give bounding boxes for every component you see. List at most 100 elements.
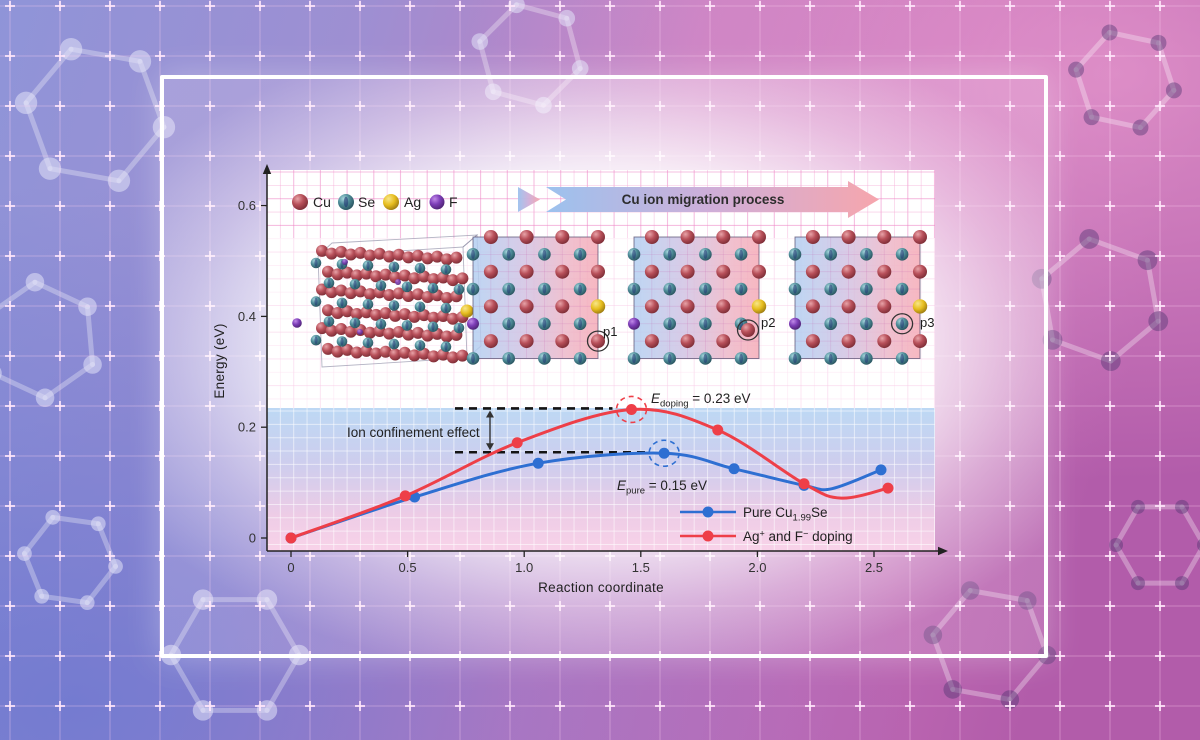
panel-label-p1: p1 [603, 324, 617, 339]
cu-atom [555, 334, 570, 349]
cu-atom [716, 264, 731, 279]
cu-atom [680, 334, 695, 349]
ag-atom [590, 299, 606, 314]
data-point [712, 424, 724, 436]
x-tick-label: 1.0 [515, 560, 533, 575]
y-axis-arrowhead [262, 164, 272, 174]
f-dopant-atom [292, 318, 302, 328]
migration-arrow-tail-chevron [518, 187, 540, 212]
doping-barrier-annotation: Edoping = 0.23 eV [651, 391, 750, 410]
cu-atom [591, 264, 605, 279]
cu-atom [805, 299, 820, 314]
cu-atom [591, 230, 605, 244]
legend-label-pure: Pure Cu1.99Se [743, 505, 828, 524]
cu-atom [519, 334, 534, 349]
cu-atom [519, 264, 534, 279]
cu-atom [644, 299, 659, 314]
ag-atom [751, 299, 767, 314]
x-axis-arrowhead [938, 546, 948, 556]
data-point [728, 463, 740, 475]
panel-label-p3: p3 [920, 315, 934, 330]
cu-atom [841, 264, 856, 279]
cu-atom [716, 334, 731, 349]
ag-atom-icon [383, 194, 399, 210]
ag-dopant-atom [460, 304, 474, 318]
cu-atom [877, 334, 892, 349]
annotation-lines [455, 407, 647, 454]
migration-panel [788, 230, 928, 365]
cu-atom [752, 230, 766, 244]
x-tick-label: 0.5 [399, 560, 417, 575]
se-atom-stripe [343, 196, 349, 208]
peak-highlight-circle [615, 395, 648, 424]
axes: 0 0.5 1.0 1.5 2.0 2.5 0 0.2 0.4 0.6 [238, 164, 948, 575]
ag-atom [912, 299, 928, 314]
cu-atom [877, 230, 892, 244]
cu-atom [555, 299, 570, 314]
cu-atom [805, 230, 820, 244]
migrating-ion-circle [890, 313, 914, 335]
data-point [532, 457, 544, 469]
cu-atom [483, 230, 498, 244]
migrating-ion-circle [586, 330, 610, 352]
cu-atom [644, 230, 659, 244]
data-point [285, 532, 297, 544]
y-axis-title: Energy (eV) [212, 323, 227, 398]
x-tick-label: 1.5 [632, 560, 650, 575]
cu-atom [877, 299, 892, 314]
se-atom-label: Se [358, 194, 375, 210]
f-atom [628, 317, 640, 330]
cu-atom [591, 334, 605, 349]
y-tick-label: 0.4 [238, 309, 256, 324]
cu-atom [752, 264, 766, 279]
atom-legend: Cu Se Ag F [292, 194, 458, 210]
data-point [875, 464, 887, 476]
migrating-ion-circle [736, 319, 760, 341]
cu-atom [519, 299, 534, 314]
data-point [882, 482, 894, 494]
data-point [511, 437, 523, 449]
migration-panels [466, 230, 928, 365]
data-point [658, 447, 670, 459]
data-point [798, 478, 810, 490]
cu-atom [877, 264, 892, 279]
x-tick-label: 0 [287, 560, 294, 575]
legend-marker-red [702, 530, 714, 542]
ag-atom-label: Ag [404, 194, 421, 210]
cu-atom-icon [292, 194, 308, 210]
cu-atom [519, 230, 534, 244]
cu-atom [716, 230, 731, 244]
cu-atom [841, 230, 856, 244]
data-point [625, 403, 637, 415]
migration-panel [466, 230, 610, 365]
f-atom [467, 317, 479, 330]
energy-curves [285, 395, 894, 544]
cu-atom [680, 264, 695, 279]
f-atom [789, 317, 801, 330]
f-atom-icon [429, 194, 445, 210]
migration-panel [627, 230, 767, 365]
x-axis-title: Reaction coordinate [538, 580, 664, 595]
cu-atom [805, 264, 820, 279]
confinement-annotation: Ion confinement effect [347, 425, 480, 440]
series-legend: Pure Cu1.99Se Ag+ and F− doping [680, 505, 853, 544]
cu-atom [483, 299, 498, 314]
cu-atom [555, 264, 570, 279]
migration-arrow: Cu ion migration process [518, 181, 879, 218]
cu-atom [805, 334, 820, 349]
cu-atom [644, 264, 659, 279]
migration-arrow-label: Cu ion migration process [622, 192, 785, 207]
cu-atom [913, 230, 927, 244]
hexagon-molecule-motifs [0, 0, 1200, 721]
legend-marker-blue [702, 506, 714, 518]
cu-atom [913, 334, 927, 349]
cu-atom [680, 230, 695, 244]
migration-arrow-body [546, 181, 879, 218]
panel-label-p2: p2 [761, 315, 775, 330]
f-atom-label: F [449, 194, 458, 210]
y-tick-label: 0 [249, 531, 256, 546]
peak-highlight-circle [648, 439, 680, 468]
cu-atom [483, 334, 498, 349]
cu-atom [644, 334, 659, 349]
